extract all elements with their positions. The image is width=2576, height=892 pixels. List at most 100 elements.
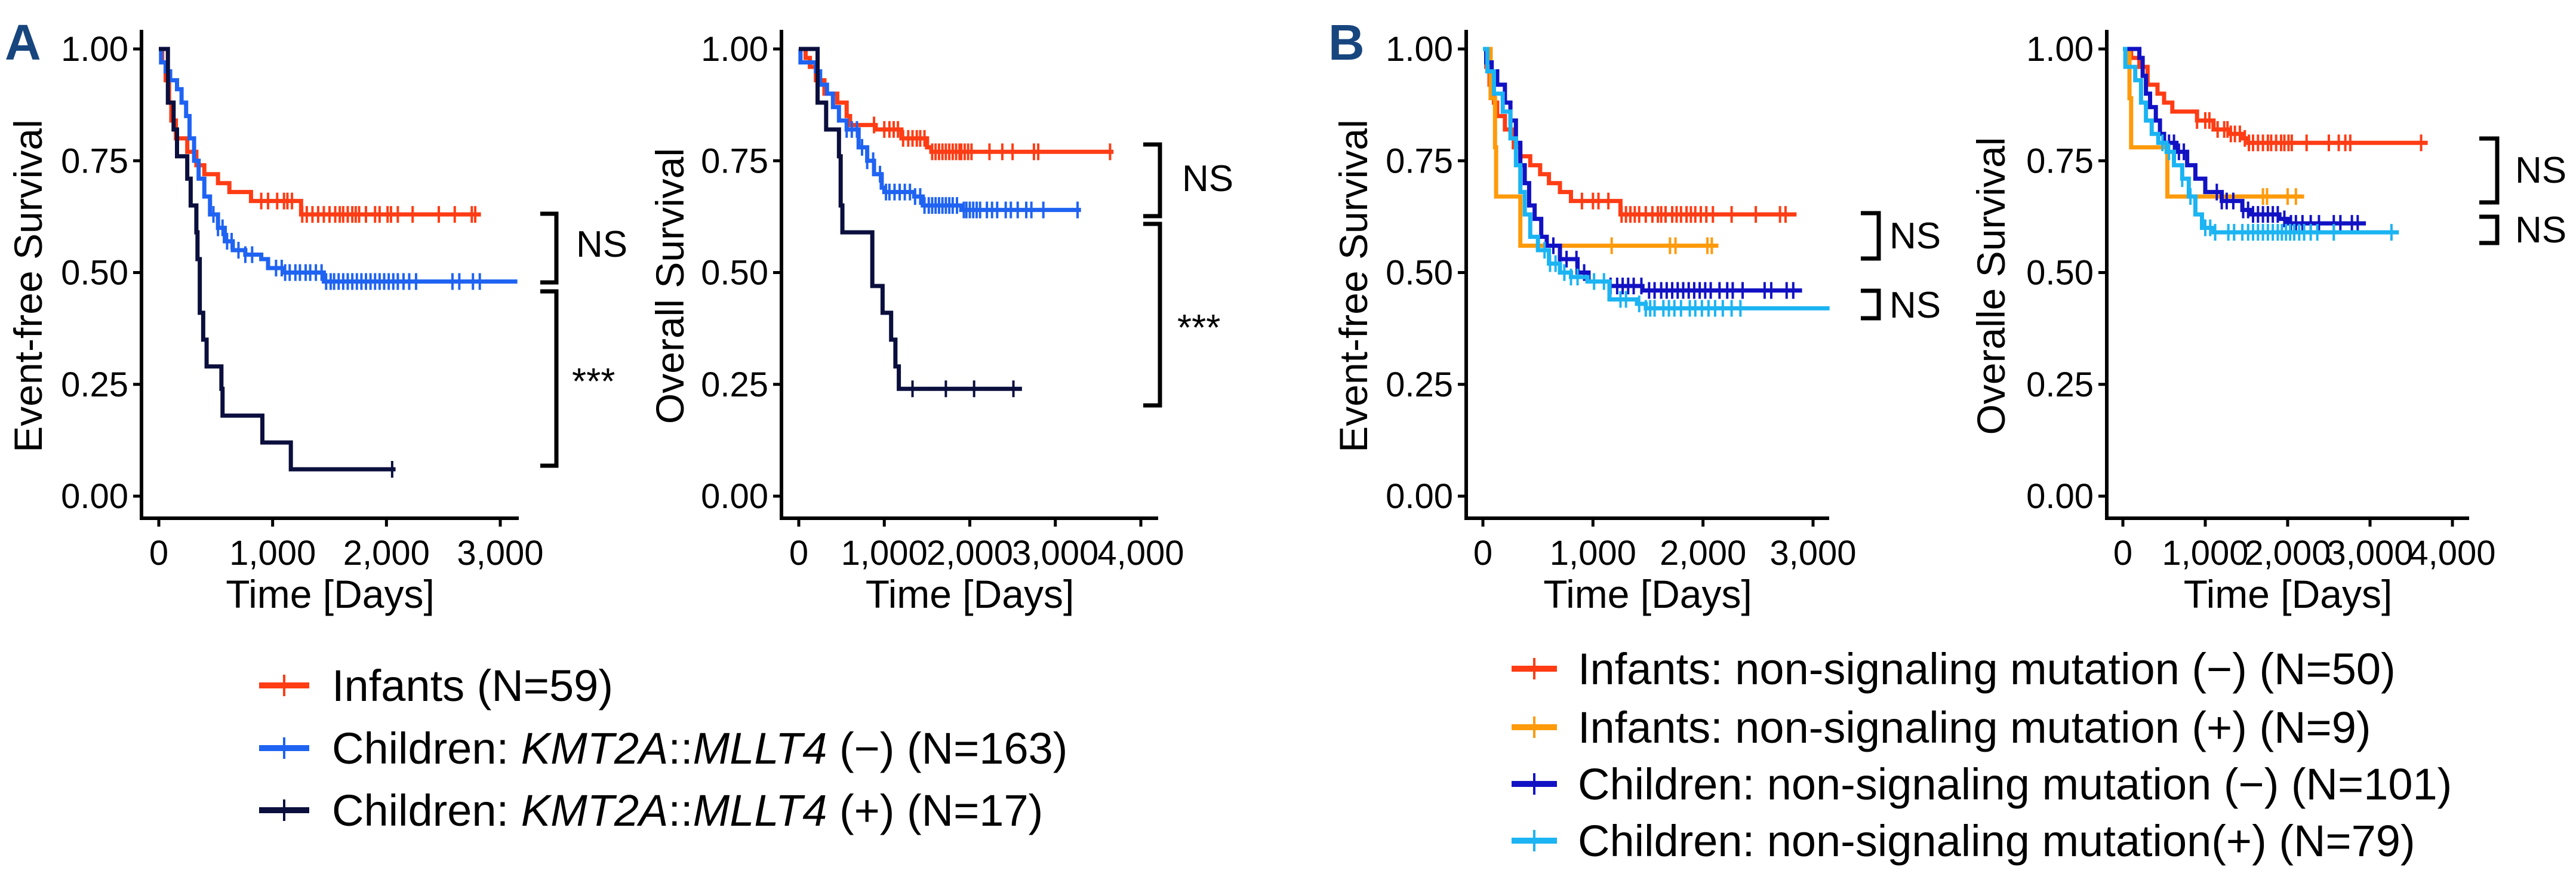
legend-label: Infants: non-signaling mutation (−) (N=5… <box>1578 644 2396 694</box>
km-curve <box>799 47 1114 154</box>
km-series <box>799 47 1114 161</box>
km-series <box>2123 47 2428 152</box>
km-series <box>2123 47 2366 232</box>
x-tick-label: 1,000 <box>2162 534 2248 573</box>
significance-bracket <box>1861 288 1881 321</box>
x-tick-label: 2,000 <box>927 534 1013 573</box>
x-tick-label: 1,000 <box>841 534 928 573</box>
km-curve <box>159 47 396 472</box>
y-tick-label: 0.00 <box>2026 477 2094 516</box>
y-tick-label: 0.50 <box>2026 254 2094 293</box>
significance-bracket <box>540 289 559 468</box>
x-tick-label: 3,000 <box>1012 534 1098 573</box>
x-tick-label: 0 <box>149 534 168 573</box>
legend-a: Infants (N=59)Children: KMT2A::MLLT4 (−)… <box>259 661 1067 835</box>
km-curve <box>159 47 518 284</box>
legend-b: Infants: non-signaling mutation (−) (N=5… <box>1512 644 2452 866</box>
km-curve <box>2123 47 2428 145</box>
km-plot-b-efs: 0.00 0.25 0.50 0.75 1.00 0 1,000 2,000 3,000 Time… <box>1331 30 1941 616</box>
legend-label-part: (−) (N=163) <box>827 724 1067 773</box>
y-tick-label: 0.25 <box>61 365 128 404</box>
legend-label-part: Infants: non-signaling mutation (−) (N=5… <box>1578 644 2396 694</box>
y-tick-label: 0.25 <box>1386 365 1453 404</box>
y-tick-label: 0.50 <box>1386 254 1453 293</box>
x-axis-title: Time [Days] <box>226 572 435 616</box>
legend-label: Children: non-signaling mutation (−) (N=… <box>1578 759 2452 809</box>
significance-label: NS <box>2515 210 2566 251</box>
y-tick-label: 0.00 <box>1386 477 1453 516</box>
y-tick-label: 1.00 <box>701 30 768 69</box>
x-tick-label: 0 <box>2113 534 2132 573</box>
x-tick-label: 3,000 <box>2326 534 2413 573</box>
legend-item: Infants: non-signaling mutation (−) (N=5… <box>1512 644 2396 694</box>
y-tick-label: 1.00 <box>1386 30 1453 69</box>
legend-label: Infants (N=59) <box>332 661 613 710</box>
y-tick-label: 0.75 <box>2026 142 2094 180</box>
x-axis-title: Time [Days] <box>1543 572 1752 616</box>
legend-item: Infants: non-signaling mutation (+) (N=9… <box>1512 703 2371 752</box>
x-axis-title: Time [Days] <box>2184 572 2393 616</box>
legend-label-part: :: <box>668 724 693 773</box>
km-curve <box>1483 47 1802 293</box>
km-curve <box>2123 47 2399 235</box>
x-tick-label: 3,000 <box>1769 534 1856 573</box>
significance-bracket <box>1143 222 1162 408</box>
significance-bracket <box>2479 214 2500 245</box>
y-tick-label: 0.75 <box>1386 142 1453 180</box>
x-tick-label: 2,000 <box>1660 534 1746 573</box>
x-tick-label: 3,000 <box>457 534 543 573</box>
legend-label-part: Children: <box>332 724 521 773</box>
km-series <box>1483 47 1719 254</box>
legend-label-italic: KMT2A <box>521 724 669 773</box>
legend-label-part: Children: <box>332 786 521 835</box>
legend-label: Children: KMT2A::MLLT4 (−) (N=163) <box>332 724 1067 773</box>
km-series <box>159 47 518 290</box>
y-tick-label: 0.00 <box>61 477 128 516</box>
significance-label: NS <box>1889 216 1941 257</box>
panel-letter-a: A <box>5 14 41 70</box>
legend-label: Infants: non-signaling mutation (+) (N=9… <box>1578 703 2371 752</box>
legend-item: Children: KMT2A::MLLT4 (−) (N=163) <box>259 724 1067 773</box>
km-series <box>798 47 1081 219</box>
legend-item: Children: non-signaling mutation (−) (N=… <box>1512 759 2452 809</box>
significance-label: NS <box>1889 285 1941 326</box>
panel-letter-b: B <box>1328 14 1365 70</box>
significance-bracket <box>2479 136 2500 205</box>
x-tick-label: 0 <box>1473 534 1492 573</box>
y-tick-label: 0.75 <box>61 142 128 180</box>
legend-label-part: Children: non-signaling mutation (−) (N=… <box>1578 759 2452 809</box>
significance-label: NS <box>1182 158 1233 199</box>
km-curve <box>1483 47 1830 310</box>
significance-label: NS <box>576 224 627 265</box>
y-axis-title: Overall Survival <box>648 148 692 424</box>
y-tick-label: 0.25 <box>701 365 768 404</box>
y-axis-title: Event-free Survival <box>1331 119 1375 453</box>
y-tick-label: 1.00 <box>2026 30 2094 69</box>
km-series <box>1483 47 1802 299</box>
y-axis-title: Overalle Survival <box>1969 137 2013 435</box>
legend-label-part: :: <box>668 786 693 835</box>
x-tick-label: 1,000 <box>229 534 316 573</box>
y-tick-label: 0.25 <box>2026 365 2094 404</box>
legend-item: Children: non-signaling mutation(+) (N=7… <box>1512 816 2415 866</box>
y-tick-label: 1.00 <box>61 30 128 69</box>
legend-label-part: Infants (N=59) <box>332 661 613 710</box>
legend-label-part: Infants: non-signaling mutation (+) (N=9… <box>1578 703 2371 752</box>
significance-bracket <box>540 211 559 285</box>
km-plot-a-os: 0.00 0.25 0.50 0.75 1.00 0 1,0002,0003,0004,00… <box>648 30 1233 616</box>
km-curve <box>799 47 1022 391</box>
km-series <box>159 47 396 478</box>
x-axis-title: Time [Days] <box>866 572 1075 616</box>
legend-label: Children: non-signaling mutation(+) (N=7… <box>1578 816 2415 866</box>
legend-label-italic: MLLT4 <box>693 724 827 773</box>
legend-label: Children: KMT2A::MLLT4 (+) (N=17) <box>332 786 1043 835</box>
x-tick-label: 0 <box>789 534 808 573</box>
legend-label-italic: MLLT4 <box>693 786 827 835</box>
legend-label-part: Children: non-signaling mutation(+) (N=7… <box>1578 816 2415 866</box>
km-series <box>1483 47 1830 317</box>
significance-label: *** <box>572 361 615 402</box>
legend-label-italic: KMT2A <box>521 786 669 835</box>
km-series <box>799 47 1022 398</box>
y-tick-label: 0.00 <box>701 477 768 516</box>
